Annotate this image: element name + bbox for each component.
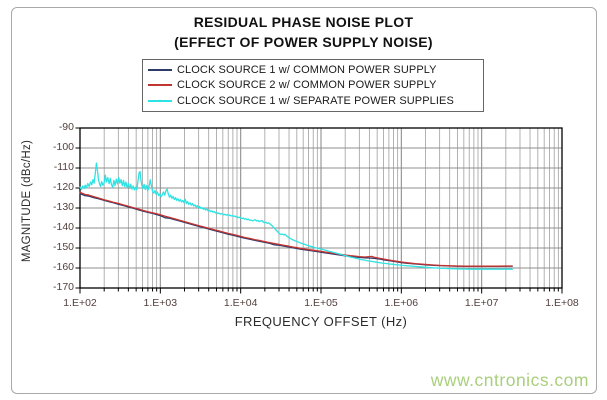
x-tick-label: 1.E+06 [384, 297, 419, 309]
legend-label: CLOCK SOURCE 1 w/ SEPARATE POWER SUPPLIE… [177, 95, 454, 108]
y-tick-label: -170 [52, 281, 74, 293]
y-tick-label: -90 [58, 121, 74, 133]
y-axis-title: MAGNITUDE (dBc/Hz) [21, 139, 33, 263]
legend-box: CLOCK SOURCE 1 w/ COMMON POWER SUPPLY CL… [142, 59, 484, 112]
legend-line-swatch-cyan [148, 100, 172, 103]
watermark-text: www.cntronics.com [430, 370, 589, 390]
y-tick-label: -120 [52, 181, 74, 193]
series-line-2 [79, 191, 513, 267]
y-tick-label: -100 [52, 141, 74, 153]
legend-label: CLOCK SOURCE 2 w/ COMMON POWER SUPPLY [177, 79, 437, 92]
series-line-3 [79, 162, 513, 270]
y-tick-label: -140 [52, 221, 74, 233]
legend-item-clock2-common: CLOCK SOURCE 2 w/ COMMON POWER SUPPLY [143, 78, 483, 93]
x-tick-label: 1.E+07 [464, 297, 499, 309]
chart-title: RESIDUAL PHASE NOISE PLOT [193, 14, 414, 30]
figure-border [11, 7, 597, 394]
x-tick-label: 1.E+04 [223, 297, 258, 309]
series-line-1 [79, 192, 513, 268]
legend-line-swatch-red [148, 84, 172, 87]
x-tick-label: 1.E+03 [143, 297, 178, 309]
chart-subtitle: (EFFECT OF POWER SUPPLY NOISE) [174, 34, 433, 50]
x-tick-label: 1.E+02 [63, 297, 97, 309]
legend-item-clock1-common: CLOCK SOURCE 1 w/ COMMON POWER SUPPLY [143, 62, 483, 77]
x-axis-title: FREQUENCY OFFSET (Hz) [234, 314, 408, 329]
legend-label: CLOCK SOURCE 1 w/ COMMON POWER SUPPLY [177, 63, 437, 76]
y-tick-label: -160 [52, 261, 74, 273]
y-tick-label: -110 [53, 161, 74, 173]
legend-item-clock1-separate: CLOCK SOURCE 1 w/ SEPARATE POWER SUPPLIE… [143, 94, 483, 109]
x-tick-label: 1.E+08 [545, 297, 579, 309]
y-tick-label: -150 [52, 241, 74, 253]
legend-line-swatch-navy [148, 68, 172, 71]
y-tick-label: -130 [52, 201, 74, 213]
plot-frame [79, 127, 563, 289]
x-tick-label: 1.E+05 [304, 297, 338, 309]
